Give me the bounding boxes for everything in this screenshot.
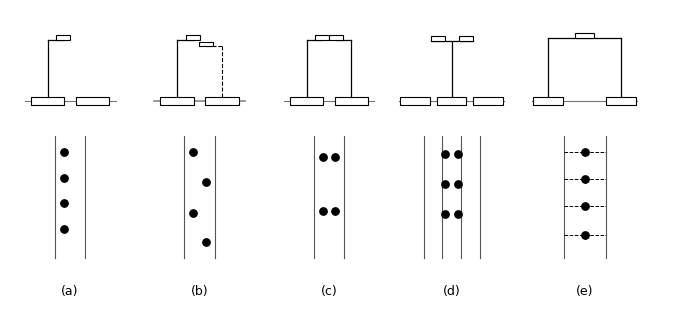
Point bbox=[58, 226, 69, 231]
Point bbox=[58, 149, 69, 155]
Bar bbox=[430, 36, 444, 41]
Point bbox=[200, 239, 211, 244]
Bar bbox=[186, 35, 199, 40]
Bar bbox=[205, 97, 239, 105]
Bar bbox=[575, 33, 594, 38]
Bar bbox=[533, 97, 563, 105]
Point bbox=[452, 212, 463, 217]
Bar bbox=[458, 36, 472, 41]
Point bbox=[330, 154, 341, 159]
Point bbox=[579, 149, 590, 155]
Bar bbox=[199, 42, 213, 46]
Point bbox=[58, 175, 69, 180]
Bar bbox=[290, 97, 323, 105]
Bar bbox=[400, 97, 430, 105]
Point bbox=[579, 233, 590, 238]
Bar bbox=[437, 97, 466, 105]
Bar bbox=[160, 97, 194, 105]
Point bbox=[317, 209, 328, 214]
Point bbox=[200, 180, 211, 185]
Point bbox=[579, 204, 590, 209]
Text: (b): (b) bbox=[190, 285, 209, 298]
Point bbox=[188, 149, 199, 155]
Point bbox=[579, 177, 590, 182]
Text: (a): (a) bbox=[62, 285, 78, 298]
Text: (c): (c) bbox=[321, 285, 337, 298]
Point bbox=[440, 212, 451, 217]
Text: (e): (e) bbox=[575, 285, 594, 298]
Bar bbox=[606, 97, 636, 105]
Point bbox=[440, 181, 451, 187]
Point bbox=[317, 154, 328, 159]
Bar bbox=[315, 35, 329, 40]
Text: (d): (d) bbox=[442, 285, 461, 298]
Point bbox=[452, 181, 463, 187]
Bar bbox=[76, 97, 109, 105]
Bar bbox=[335, 97, 368, 105]
Point bbox=[188, 210, 199, 215]
Point bbox=[452, 151, 463, 156]
Point bbox=[330, 209, 341, 214]
Bar bbox=[31, 97, 64, 105]
Point bbox=[440, 151, 451, 156]
Bar bbox=[473, 97, 503, 105]
Point bbox=[58, 201, 69, 206]
Bar bbox=[56, 35, 70, 40]
Bar bbox=[329, 35, 343, 40]
